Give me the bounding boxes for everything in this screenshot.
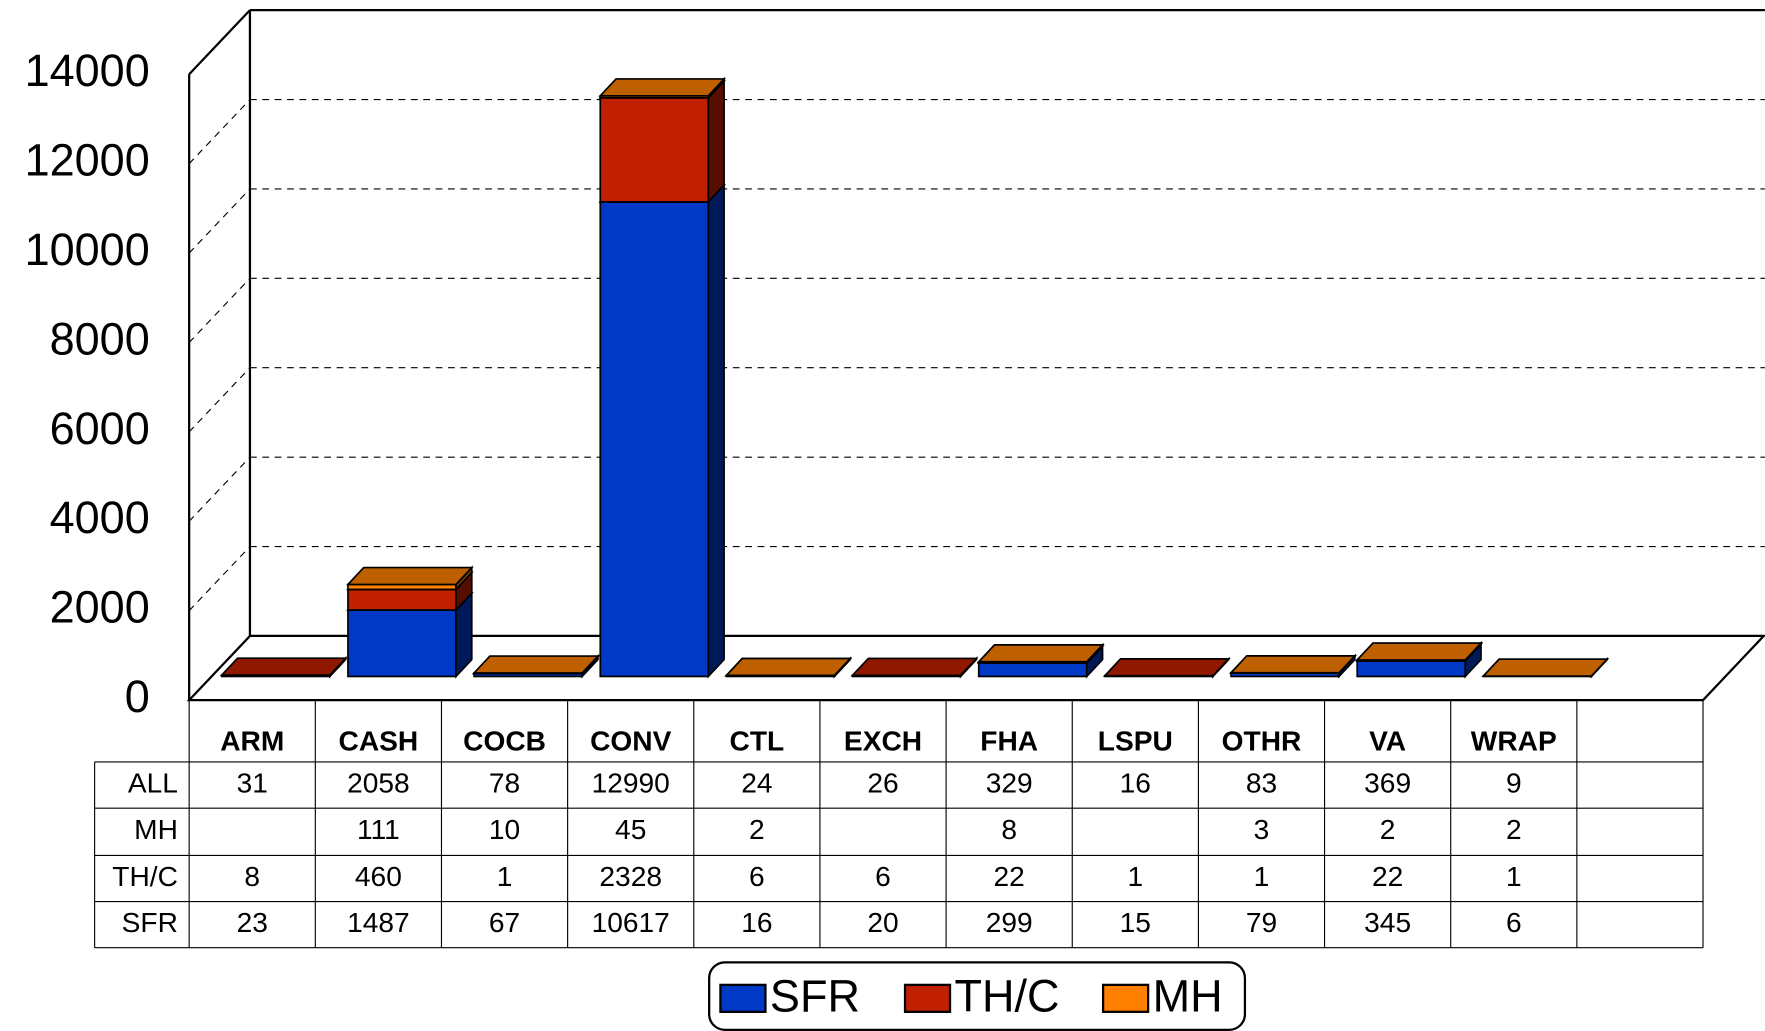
grid-line	[188, 99, 251, 165]
table-cell: 10	[489, 814, 520, 845]
table-cell: 8	[1001, 814, 1017, 845]
table-cell: 460	[355, 861, 402, 892]
table-cell: 1	[1254, 861, 1270, 892]
bar-top	[598, 78, 727, 97]
x-tick-label: OTHR	[1222, 725, 1302, 756]
table-cell: 299	[986, 907, 1033, 938]
x-tick-label: EXCH	[844, 725, 922, 756]
legend-swatch	[719, 983, 767, 1013]
x-tick-label: CTL	[730, 725, 785, 756]
y-tick-label: 6000	[50, 403, 150, 454]
y-tick-label: 10000	[25, 224, 150, 275]
table-cell: 15	[1120, 907, 1151, 938]
legend-swatch	[903, 983, 952, 1013]
table-cell: 2	[1506, 814, 1522, 845]
grid-line	[188, 277, 251, 343]
x-tick-label: CASH	[339, 725, 419, 756]
x-tick-label: FHA	[980, 725, 1038, 756]
bar-segment	[599, 201, 710, 678]
table-cell: 12990	[592, 768, 670, 799]
table-cell: 1	[1127, 861, 1143, 892]
table-cell: 67	[489, 907, 520, 938]
row-label: MH	[134, 814, 178, 845]
legend: SFR TH/C MH	[708, 961, 1247, 1031]
x-tick-label: CONV	[590, 725, 671, 756]
y-tick-label: 2000	[50, 582, 150, 633]
table-cell: 20	[867, 907, 898, 938]
x-tick-label: ARM	[220, 725, 284, 756]
y-tick-label: 4000	[50, 492, 150, 543]
table-cell: 22	[1372, 861, 1403, 892]
x-tick-label: WRAP	[1471, 725, 1557, 756]
table-cell: 26	[867, 768, 898, 799]
row-label: TH/C	[112, 861, 178, 892]
bar-top	[724, 657, 853, 677]
grid-line	[188, 188, 251, 254]
table-cell: 2	[749, 814, 765, 845]
bar-segment	[347, 609, 457, 678]
bar-segment	[977, 662, 1088, 678]
y-tick-label: 12000	[25, 135, 150, 186]
row-label: ALL	[128, 768, 178, 799]
y-tick-label: 0	[125, 671, 150, 722]
legend-label: SFR	[770, 970, 860, 1021]
table-cell: 2058	[347, 768, 410, 799]
table-cell: 111	[357, 814, 400, 845]
grid-line	[188, 456, 251, 522]
legend-label: TH/C	[955, 970, 1060, 1021]
bar-top	[1355, 642, 1483, 661]
legend-swatch	[1101, 983, 1150, 1013]
bar-top	[346, 566, 474, 586]
legend-label: MH	[1153, 970, 1223, 1021]
table-cell: 8	[244, 861, 260, 892]
bar-top	[850, 657, 979, 677]
table-cell: 23	[237, 907, 268, 938]
table-cell: 83	[1246, 768, 1277, 799]
table-cell: 78	[489, 768, 520, 799]
left-wall-top-edge	[188, 9, 251, 76]
table-cell: 6	[749, 861, 765, 892]
x-tick-label: LSPU	[1098, 725, 1173, 756]
bar-top	[219, 657, 348, 676]
table-cell: 6	[875, 861, 891, 892]
table-cell: 10617	[592, 907, 670, 938]
bar-top	[1481, 658, 1610, 677]
bar-segment	[1356, 660, 1467, 678]
x-tick-label: VA	[1369, 725, 1406, 756]
grid-line	[188, 546, 251, 612]
table-cell: 16	[741, 907, 772, 938]
bar-top	[1229, 655, 1357, 674]
table-cell: 9	[1506, 768, 1522, 799]
table-cell: 329	[986, 768, 1033, 799]
grid-line	[188, 367, 251, 433]
table-cell: 1487	[347, 907, 410, 938]
bar-side	[707, 182, 725, 679]
table-cell: 24	[741, 768, 772, 799]
bar-segment	[347, 588, 457, 611]
row-label: SFR	[122, 907, 178, 938]
table-cell: 2328	[599, 861, 662, 892]
table-cell: 1	[497, 861, 513, 892]
bar-side	[707, 78, 725, 205]
table-cell: 2	[1380, 814, 1396, 845]
table-cell: 22	[994, 861, 1025, 892]
bar-top	[472, 655, 600, 674]
table-cell: 3	[1254, 814, 1270, 845]
x-tick-label: COCB	[463, 725, 546, 756]
y-tick-label: 14000	[25, 45, 150, 96]
bar-top	[976, 644, 1105, 663]
table-cell: 1	[1506, 861, 1522, 892]
bar-segment	[599, 96, 710, 203]
table-cell: 6	[1506, 907, 1522, 938]
y-tick-label: 8000	[50, 313, 150, 364]
table-cell: 369	[1364, 768, 1411, 799]
table-cell: 16	[1120, 768, 1151, 799]
bar-top	[1102, 658, 1231, 677]
table-cell: 31	[237, 768, 268, 799]
table-cell: 79	[1246, 907, 1277, 938]
table-cell: 345	[1364, 907, 1411, 938]
table-cell: 45	[615, 814, 646, 845]
